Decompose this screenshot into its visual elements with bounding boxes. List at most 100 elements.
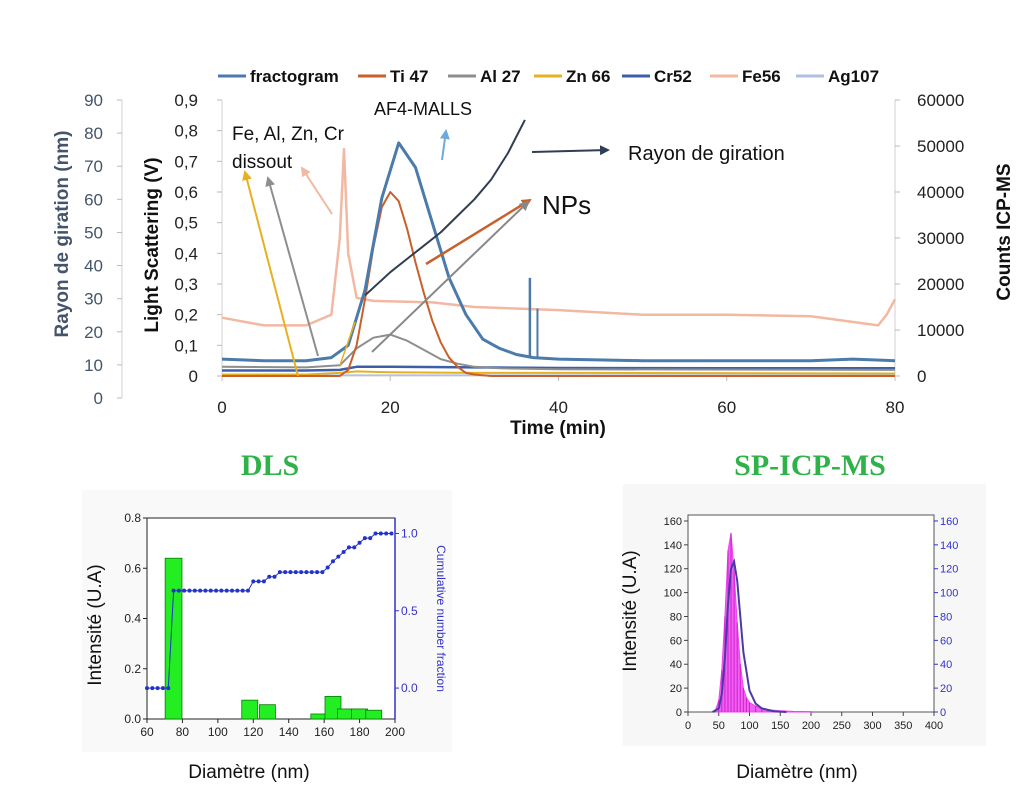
dls-cumulative-point (341, 550, 346, 555)
dls-cumulative-point (352, 545, 357, 550)
dls-cumulative-point (208, 588, 213, 593)
sp-right-tick-label: 140 (940, 540, 958, 552)
dls-cumulative-point (299, 570, 304, 575)
dls-cumulative-point (160, 686, 165, 691)
dls-y-tick-label: 0.0 (124, 712, 141, 726)
dls-cumulative-point (145, 686, 149, 691)
series-line-fe56 (221, 147, 897, 327)
sp-x-axis-title: Diamètre (nm) (736, 762, 857, 783)
dls-y-axis-title: Intensité (U.A) (85, 564, 106, 685)
dls-cumulative-point (251, 579, 256, 584)
dls-cumulative-point (155, 686, 160, 691)
dls-cumulative-point (171, 588, 176, 593)
series-line-ti-47 (222, 191, 895, 377)
sp-right-tick-label: 20 (940, 683, 952, 695)
dls-cumulative-point (368, 536, 373, 541)
sp-x-tick-label: 50 (713, 720, 725, 732)
sp-y-tick-label: 100 (664, 588, 682, 600)
sp-y-tick-label: 80 (670, 611, 682, 623)
y-right-tick-label: 0 (917, 367, 926, 386)
y-outer-tick-label: 0 (94, 389, 103, 408)
dls-cumulative-point (256, 579, 261, 584)
sp-right-tick-label: 100 (940, 588, 958, 600)
dls-right-tick-label: 0.5 (401, 604, 418, 618)
y-right-axis-title: Counts ICP-MS (994, 163, 1015, 300)
sp-icp-ms-chart: SP-ICP-MS0 50 100 150 200 250 300 350 4000204060… (620, 449, 986, 783)
y-outer-tick-label: 80 (84, 124, 103, 143)
dls-cumulative-point (219, 588, 224, 593)
dls-y-tick-label: 0.8 (124, 511, 141, 525)
dls-right-tick-label: 1.0 (401, 526, 418, 540)
dls-bar (164, 557, 183, 720)
x-axis-title: Time (min) (510, 418, 606, 439)
sp-y-tick-label: 20 (670, 683, 682, 695)
y-outer-axis-title: Rayon de giration (nm) (52, 131, 73, 338)
dls-cumulative-point (346, 545, 351, 550)
dls-cumulative-point (325, 565, 330, 570)
series-line-rayon-de-giration (364, 119, 526, 297)
y-tick-label: 0,7 (174, 152, 198, 171)
dls-cumulative-point (283, 570, 288, 575)
sp-x-tick-label: 200 (802, 720, 820, 732)
dls-cumulative-point (389, 531, 394, 536)
legend-label: Fe56 (742, 67, 781, 86)
dls-cumulative-point (320, 570, 325, 575)
sp-right-tick-label: 160 (940, 516, 958, 528)
sp-right-tick-label: 60 (940, 635, 952, 647)
sp-y-tick-label: 0 (676, 707, 682, 719)
y-right-tick-label: 50000 (917, 137, 964, 156)
dls-cumulative-point (182, 588, 187, 593)
y-right-tick-label: 60000 (917, 91, 964, 110)
sp-x-tick-label: 0 (685, 720, 691, 732)
annotation-dissolved-line1: Fe, Al, Zn, Cr (232, 124, 345, 145)
legend-label: Ti 47 (390, 67, 428, 86)
dls-x-tick-label: 140 (279, 725, 299, 739)
legend-label: Cr52 (654, 67, 692, 86)
dls-cumulative-point (277, 570, 282, 575)
dls-cumulative-point (309, 570, 314, 575)
x-tick-label: 0 (217, 398, 226, 417)
y-tick-label: 0,9 (174, 91, 198, 110)
arrow-fe-dissolved (300, 166, 333, 215)
arrow-zn-dissolved (242, 170, 299, 377)
dls-cumulative-point (336, 554, 341, 559)
x-tick-label: 80 (886, 398, 905, 417)
y-outer-tick-label: 60 (84, 190, 103, 209)
sp-y-tick-label: 160 (664, 516, 682, 528)
dls-cumulative-point (267, 574, 272, 579)
dls-bar (324, 695, 342, 720)
dls-x-tick-label: 120 (243, 725, 263, 739)
sp-x-tick-label: 350 (894, 720, 912, 732)
y-outer-tick-label: 90 (84, 91, 103, 110)
x-tick-label: 20 (381, 398, 400, 417)
sp-y-tick-label: 40 (670, 659, 682, 671)
dls-title: DLS (241, 449, 299, 482)
sp-right-tick-label: 40 (940, 659, 952, 671)
arrow-malls (439, 129, 450, 161)
sp-y-tick-label: 120 (664, 564, 682, 576)
y-axis-title: Light Scattering (V) (142, 157, 163, 332)
dls-cumulative-point (362, 536, 367, 541)
arrow-zn-np-stub (339, 321, 356, 366)
dls-y-tick-label: 0.2 (124, 662, 141, 676)
fractogram-chart: 0 20 40 60 80 0 0,1 0,2 0,3 0,4 0,5 0,6 0,7 0,8 0,9 0 10… (52, 67, 1015, 439)
dls-bar (337, 708, 354, 720)
dls-cumulative-point (192, 588, 197, 593)
sp-y-tick-label: 60 (670, 635, 682, 647)
legend-label: Ag107 (828, 67, 879, 86)
dls-cumulative-point (198, 588, 203, 593)
annotation-malls: AF4-MALLS (374, 99, 472, 119)
dls-bar (310, 713, 328, 720)
y-tick-label: 0,2 (174, 306, 198, 325)
x-tick-label: 40 (549, 398, 568, 417)
dls-cumulative-point (166, 686, 171, 691)
dls-bar (259, 704, 276, 720)
sp-x-tick-label: 400 (925, 720, 943, 732)
sp-x-tick-label: 150 (771, 720, 789, 732)
x-tick-label: 60 (717, 398, 736, 417)
dls-cumulative-point (203, 588, 208, 593)
dls-cumulative-point (224, 588, 229, 593)
sp-right-tick-label: 0 (940, 707, 946, 719)
dls-cumulative-point (214, 588, 219, 593)
annotation-nps: NPs (542, 190, 591, 220)
